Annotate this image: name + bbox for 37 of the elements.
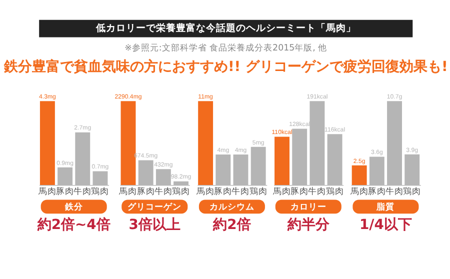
x-tick-label: 豚肉 (56, 186, 74, 198)
bar (274, 136, 290, 185)
x-tick-label: 豚肉 (214, 186, 232, 198)
text: 約半分 (286, 217, 330, 234)
text: 鉄分豊富で貧血気味の方におすすめ!! グリコーゲンで疲労回復効果も! (2, 58, 448, 76)
x-tick-label: 牛肉 (308, 186, 326, 198)
x-tick-label: 鶏肉 (91, 186, 110, 198)
x-tick-label: 牛肉 (232, 186, 250, 198)
text: 約2倍 (212, 216, 251, 234)
x-tick-label: 牛肉 (74, 186, 92, 198)
text: 1/4以下 (360, 217, 412, 234)
x-tick-label: 鶏肉 (326, 186, 344, 198)
x-axis-title: グリコーゲン (128, 201, 182, 212)
x-tick-label: 豚肉 (290, 186, 309, 198)
text: 約2倍~4倍 (36, 216, 110, 234)
x-axis-title: カロリー (290, 202, 326, 212)
text: ※参照元:文部科学省 食品栄養成分表2015年版, 他 (124, 42, 328, 54)
x-tick-label: 馬肉 (37, 186, 56, 198)
x-tick-label: 鶏肉 (249, 186, 268, 198)
bar (40, 101, 55, 185)
x-tick-label: 豚肉 (368, 186, 386, 198)
x-tick-label: 馬肉 (349, 186, 368, 198)
x-tick-label: 馬肉 (272, 186, 292, 198)
x-tick-label: 豚肉 (136, 186, 155, 198)
text: 3倍以上 (128, 216, 180, 234)
bar (120, 101, 136, 185)
text: 低カロリーで栄養豊富な今話題のヘルシーミート「馬肉」 (94, 22, 356, 34)
x-axis-title: カルシウム (209, 202, 254, 212)
x-axis-title: 鉄分 (64, 201, 84, 212)
x-tick-label: 鶏肉 (403, 186, 422, 198)
x-tick-label: 馬肉 (196, 186, 215, 198)
x-tick-label: 牛肉 (386, 186, 404, 198)
x-tick-label: 牛肉 (154, 186, 172, 198)
x-axis-title: 脂質 (376, 201, 395, 212)
bar (352, 165, 367, 185)
x-tick-label: 馬肉 (118, 186, 138, 198)
x-tick-label: 鶏肉 (172, 186, 190, 198)
